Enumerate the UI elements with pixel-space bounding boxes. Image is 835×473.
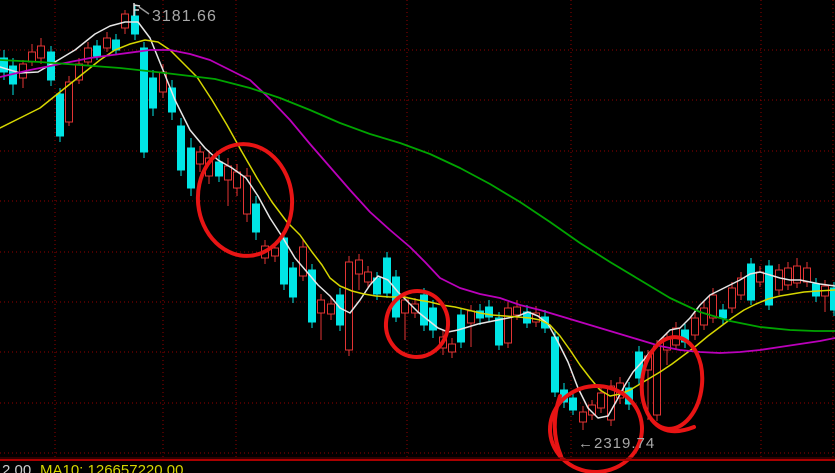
candle bbox=[140, 42, 148, 158]
candle bbox=[495, 312, 503, 350]
candle bbox=[448, 338, 456, 358]
annotation-circle bbox=[548, 383, 644, 473]
candle bbox=[364, 266, 372, 288]
candle bbox=[429, 300, 437, 338]
pane-separator bbox=[0, 457, 835, 461]
candle bbox=[588, 400, 596, 420]
candle bbox=[187, 138, 195, 196]
low-price-label: ←2319.74 bbox=[578, 435, 655, 452]
candle bbox=[177, 118, 185, 176]
candle bbox=[728, 282, 736, 313]
candle bbox=[252, 196, 260, 240]
annotation-stroke bbox=[552, 394, 563, 458]
annotation-circle bbox=[383, 289, 451, 359]
candle bbox=[812, 278, 820, 302]
candle bbox=[345, 256, 353, 356]
candle bbox=[317, 294, 325, 340]
candle bbox=[691, 312, 699, 340]
candle bbox=[131, 6, 139, 40]
candle bbox=[579, 406, 587, 430]
candle bbox=[56, 88, 64, 142]
annotation-stroke bbox=[650, 418, 696, 434]
candle bbox=[504, 302, 512, 348]
candle bbox=[299, 240, 307, 281]
candle bbox=[280, 232, 288, 290]
candle bbox=[196, 146, 204, 172]
candle bbox=[0, 50, 8, 80]
candle bbox=[737, 272, 745, 300]
candle bbox=[289, 262, 297, 303]
candle bbox=[476, 304, 484, 325]
candle bbox=[383, 252, 391, 298]
candle bbox=[84, 42, 92, 66]
candle bbox=[775, 264, 783, 295]
candle bbox=[243, 168, 251, 222]
peak-price-label: 3181.66 bbox=[152, 8, 217, 25]
ma-lines-layer bbox=[0, 21, 835, 419]
candle bbox=[149, 70, 157, 116]
candle bbox=[103, 32, 111, 52]
candle bbox=[793, 258, 801, 288]
ma-line-MA-slow-magenta bbox=[0, 49, 835, 354]
candle bbox=[830, 282, 835, 316]
candle bbox=[37, 38, 45, 64]
candle bbox=[747, 258, 755, 305]
candle bbox=[653, 340, 661, 421]
candle bbox=[75, 58, 83, 84]
candle bbox=[784, 262, 792, 290]
ma-line-MA-fast-white bbox=[0, 21, 835, 419]
flag-marker-icon bbox=[133, 3, 150, 16]
candle bbox=[215, 155, 223, 182]
candle bbox=[700, 302, 708, 330]
ma-line-MA-mid-yellow bbox=[0, 39, 835, 397]
candle bbox=[308, 264, 316, 328]
volume-pane-ma10-value: MA10: 126657220.00 bbox=[40, 462, 183, 473]
annotation-circles-layer bbox=[195, 142, 705, 473]
ma-line-MA-slowest-green bbox=[0, 59, 835, 332]
candle bbox=[765, 260, 773, 310]
candle bbox=[327, 298, 335, 320]
annotation-circle bbox=[195, 142, 295, 258]
candle bbox=[597, 388, 605, 413]
candle bbox=[569, 392, 577, 415]
volume-pane-left-value: 2.00 bbox=[2, 462, 31, 473]
candle bbox=[355, 254, 363, 290]
candle bbox=[420, 288, 428, 331]
candle bbox=[485, 300, 493, 322]
